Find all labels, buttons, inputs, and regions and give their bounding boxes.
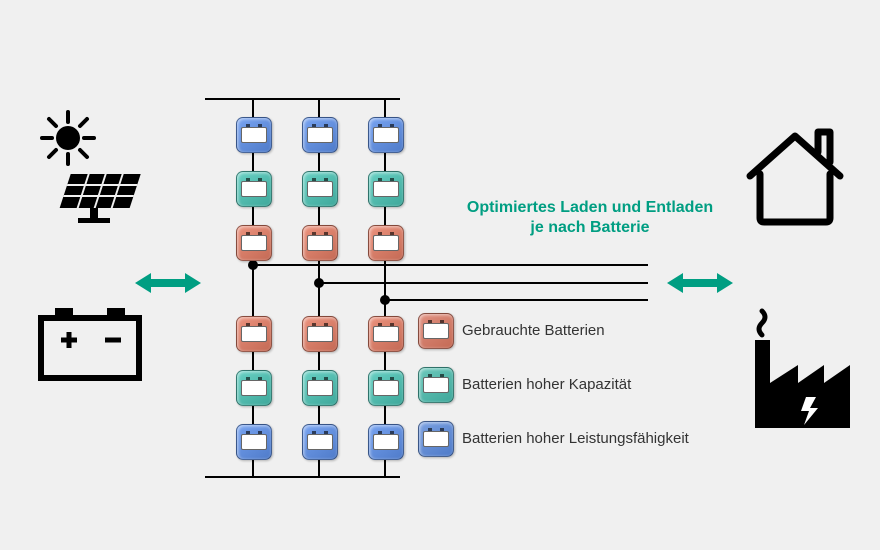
battery-cell xyxy=(302,171,338,207)
flow-arrow-left xyxy=(135,271,201,295)
battery-cell xyxy=(236,424,272,460)
bus-node xyxy=(380,295,390,305)
battery-cell xyxy=(368,316,404,352)
title-line2: je nach Batterie xyxy=(530,219,649,236)
battery-cell xyxy=(368,171,404,207)
sun-icon xyxy=(38,108,98,168)
battery-cell xyxy=(302,424,338,460)
battery-icon xyxy=(35,300,145,385)
battery-cell xyxy=(302,370,338,406)
bus-node xyxy=(314,278,324,288)
energy-storage-diagram: { "type": "infographic", "background_col… xyxy=(0,0,880,550)
bus-rail-2 xyxy=(318,282,648,284)
battery-cell xyxy=(236,225,272,261)
battery-cell xyxy=(302,316,338,352)
battery-cell xyxy=(368,225,404,261)
battery-cell xyxy=(368,424,404,460)
factory-icon xyxy=(738,305,858,435)
house-icon xyxy=(738,118,853,233)
legend-high-performance: Batterien hoher Leistungsfähigkeit xyxy=(462,430,689,447)
battery-cell xyxy=(368,117,404,153)
battery-cell xyxy=(368,370,404,406)
flow-arrow-right xyxy=(667,271,733,295)
legend-chip-capacity xyxy=(418,367,454,403)
solar-panel-icon xyxy=(50,170,145,225)
bus-rail-1 xyxy=(252,264,648,266)
bus-node xyxy=(248,260,258,270)
battery-cell xyxy=(236,171,272,207)
top-rail xyxy=(205,98,400,100)
battery-cell xyxy=(302,225,338,261)
battery-cell xyxy=(302,117,338,153)
title-line1: Optimiertes Laden und Entladen xyxy=(467,199,713,216)
diagram-title: Optimiertes Laden und Entladen je nach B… xyxy=(460,198,720,238)
battery-cell xyxy=(236,316,272,352)
battery-cell xyxy=(236,370,272,406)
legend-used-batteries: Gebrauchte Batterien xyxy=(462,322,605,339)
bus-rail-3 xyxy=(384,299,648,301)
legend-chip-used xyxy=(418,313,454,349)
battery-cell xyxy=(236,117,272,153)
legend-chip-performance xyxy=(418,421,454,457)
legend-high-capacity: Batterien hoher Kapazität xyxy=(462,376,631,393)
bottom-rail xyxy=(205,476,400,478)
